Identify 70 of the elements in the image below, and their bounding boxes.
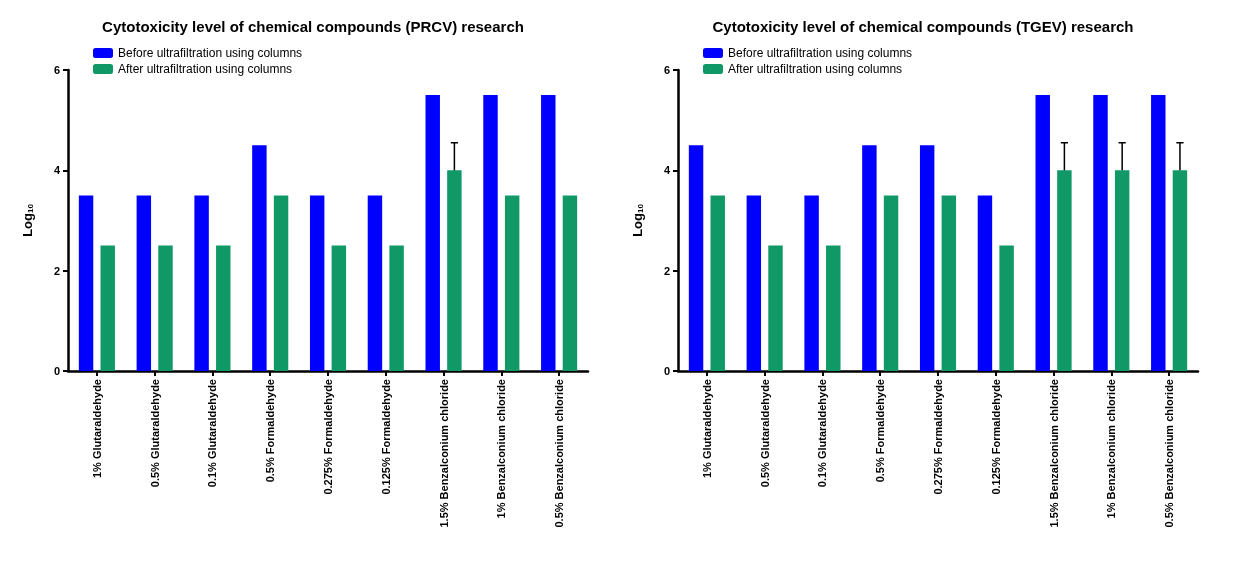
bar bbox=[804, 195, 819, 371]
x-tick-label: 0.125% Formaldehyde bbox=[379, 379, 392, 495]
chart-title: Cytotoxicity level of chemical compounds (PRCV) research bbox=[102, 18, 524, 35]
x-tick-label: 0.1% Glutaraldehyde bbox=[816, 379, 829, 488]
y-tick-label: 2 bbox=[663, 264, 670, 277]
x-tick-label: 1% Glutaraldehyde bbox=[700, 379, 713, 479]
x-tick-label: 0.5% Glutaraldehyde bbox=[148, 379, 161, 488]
bar bbox=[389, 245, 404, 371]
bar bbox=[331, 245, 347, 371]
bar bbox=[826, 245, 841, 371]
bar bbox=[862, 145, 877, 371]
bar bbox=[194, 195, 209, 371]
bar bbox=[999, 245, 1014, 371]
y-tick-label: 2 bbox=[53, 264, 60, 277]
bar bbox=[688, 145, 704, 371]
bar bbox=[504, 195, 520, 371]
y-tick-label: 0 bbox=[53, 365, 60, 377]
x-tick-label: 1% Benzalconium chloride bbox=[1105, 379, 1118, 519]
bar bbox=[1057, 170, 1072, 371]
bar bbox=[562, 195, 578, 371]
bar bbox=[447, 170, 462, 371]
bar bbox=[252, 145, 267, 371]
bar bbox=[1035, 95, 1050, 371]
bar bbox=[1151, 95, 1166, 371]
bar bbox=[1093, 95, 1108, 371]
y-tick-label: 4 bbox=[663, 164, 671, 177]
legend-label: After ultrafiltration using columns bbox=[118, 62, 293, 76]
x-tick-label: 1% Glutaraldehyde bbox=[90, 379, 103, 479]
bar bbox=[941, 195, 957, 371]
x-tick-label: 1.5% Benzalconium chloride bbox=[1047, 379, 1060, 528]
bar bbox=[309, 195, 325, 371]
x-tick-label: 0.5% Glutaraldehyde bbox=[758, 379, 771, 488]
y-axis-title: Log10 bbox=[19, 203, 35, 237]
bar bbox=[216, 245, 231, 371]
bar bbox=[425, 95, 440, 371]
x-tick-label: 0.275% Formaldehyde bbox=[322, 379, 334, 495]
legend-label: After ultrafiltration using columns bbox=[728, 62, 903, 76]
x-tick-label: 0.125% Formaldehyde bbox=[989, 379, 1002, 495]
bar bbox=[710, 195, 725, 371]
bar bbox=[78, 195, 94, 371]
x-tick-label: 0.275% Formaldehyde bbox=[932, 379, 944, 495]
y-tick-label: 4 bbox=[53, 164, 61, 177]
x-tick-label: 0.1% Glutaraldehyde bbox=[206, 379, 219, 488]
x-tick-label: 1.5% Benzalconium chloride bbox=[437, 379, 450, 528]
legend-label: Before ultrafiltration using columns bbox=[118, 46, 303, 60]
x-tick-label: 0.5% Benzalconium chloride bbox=[553, 379, 566, 528]
x-tick-label: 0.5% Formaldehyde bbox=[264, 379, 277, 483]
chart-title: Cytotoxicity level of chemical compounds (TGEV) research bbox=[712, 18, 1134, 35]
bar bbox=[483, 95, 498, 371]
bar bbox=[273, 195, 289, 371]
y-axis-title: Log10 bbox=[629, 203, 645, 237]
legend-label: Before ultrafiltration using columns bbox=[728, 46, 913, 60]
x-tick-label: 0.5% Formaldehyde bbox=[874, 379, 887, 483]
y-tick-label: 6 bbox=[53, 64, 60, 76]
bar bbox=[768, 245, 783, 371]
bar bbox=[136, 195, 152, 371]
x-tick-label: 1% Benzalconium chloride bbox=[495, 379, 508, 519]
bar bbox=[541, 95, 556, 371]
x-tick-label: 0.5% Benzalconium chloride bbox=[1163, 379, 1176, 528]
bar bbox=[977, 195, 993, 371]
bar bbox=[883, 195, 899, 371]
y-tick-label: 6 bbox=[663, 64, 670, 76]
bar bbox=[746, 195, 762, 371]
bar bbox=[100, 245, 115, 371]
y-tick-label: 0 bbox=[663, 365, 670, 377]
bar bbox=[919, 145, 935, 371]
bar bbox=[1114, 170, 1130, 371]
bar bbox=[1172, 170, 1188, 371]
bar bbox=[158, 245, 173, 371]
bar bbox=[367, 195, 383, 371]
